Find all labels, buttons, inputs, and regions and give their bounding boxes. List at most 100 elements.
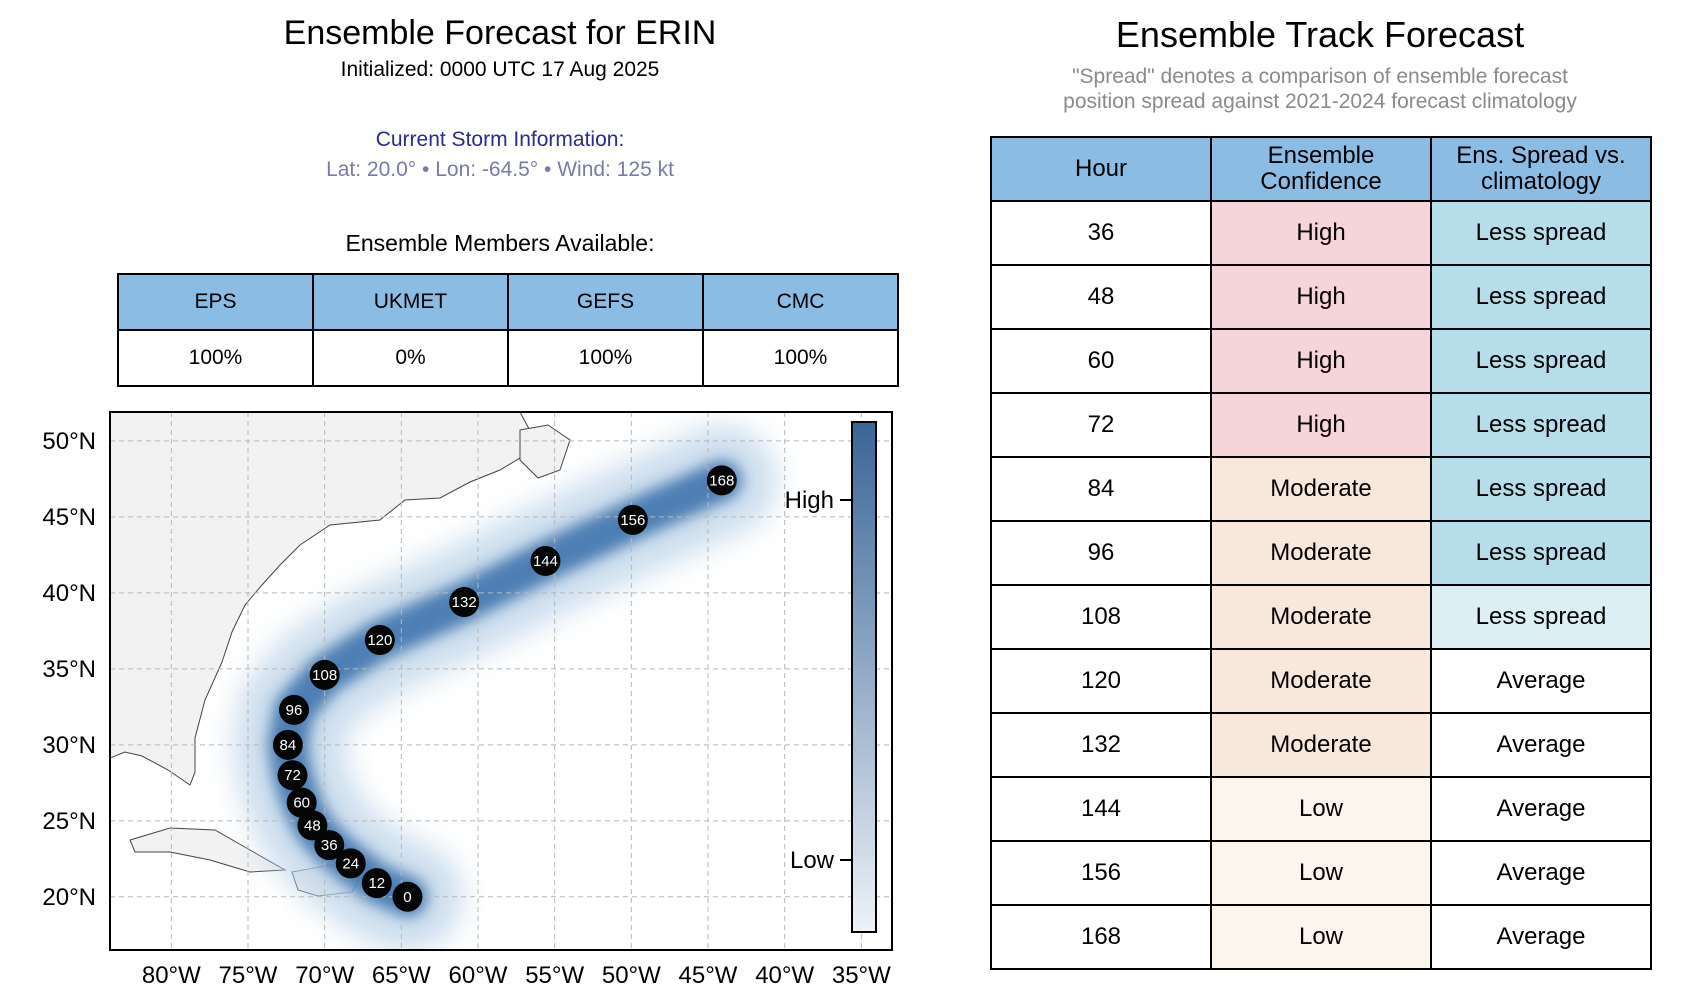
track-point-marker [297,810,328,841]
cell-hour: 48 [990,264,1212,330]
cell-spread: Less spread [1430,392,1652,458]
member-value-ukmet: 0% [312,329,509,387]
y-tick-label: 45°N [42,504,96,531]
current-storm-heading: Current Storm Information: [375,128,625,151]
right-subtitle-line2: position spread against 2021-2024 foreca… [1063,90,1577,113]
track-point: 72 [277,760,308,791]
colorbar-low-label: Low [790,847,835,874]
track-point-marker [449,586,480,617]
cell-spread: Average [1430,904,1652,970]
cell-spread: Average [1430,776,1652,842]
table-row: 144 Low Average [990,776,1652,842]
track-point-label: 156 [620,512,645,529]
track-point-label: 96 [286,702,303,719]
x-tick-label: 45°W [679,962,738,989]
header-confidence: Ensemble Confidence [1210,136,1432,202]
y-tick-label: 35°N [42,656,96,683]
cell-confidence: Low [1210,776,1432,842]
cell-hour: 72 [990,392,1212,458]
y-axis-ticks: 20°N 25°N 30°N 35°N 40°N 45°N 50°N [42,428,96,911]
header-spread: Ens. Spread vs. climatology [1430,136,1652,202]
track-point-marker [530,545,561,576]
cell-confidence: Moderate [1210,520,1432,586]
y-tick-label: 40°N [42,580,96,607]
track-point: 120 [364,624,395,655]
track-point-marker [279,694,309,725]
member-name-eps: EPS [117,273,314,331]
right-subtitle-line1: "Spread" denotes a comparison of ensembl… [1072,65,1568,88]
member-name-ukmet: UKMET [312,273,509,331]
track-table-body: 36 High Less spread 48 High Less spread 60 High… [990,200,1652,970]
track-point: 24 [335,848,366,879]
members-table: EPS UKMET GEFS CMC 100% 0% 100% 100% [117,273,899,387]
x-tick-label: 75°W [219,962,278,989]
cell-confidence: High [1210,328,1432,394]
table-row: 156 Low Average [990,840,1652,906]
colorbar-high-label: High [785,487,834,514]
left-title: Ensemble Forecast for ERIN [283,14,717,52]
header-confidence-line1: Ensemble [1267,142,1375,169]
track-point-marker [706,465,737,496]
track-point-marker [277,760,308,791]
cell-confidence: Low [1210,904,1432,970]
table-row: 36 High Less spread [990,200,1652,266]
table-row: 60 High Less spread [990,328,1652,394]
current-storm-values: Lat: 20.0° • Lon: -64.5° • Wind: 125 kt [326,158,674,181]
table-row: 168 Low Average [990,904,1652,970]
map-frame [109,411,893,951]
track-point-marker [392,881,423,912]
cell-confidence: High [1210,264,1432,330]
right-title: Ensemble Track Forecast [1115,14,1525,55]
cell-spread: Less spread [1430,328,1652,394]
track-point-marker [364,624,395,655]
cell-spread: Less spread [1430,584,1652,650]
track-point-marker [314,830,345,861]
y-tick-label: 25°N [42,808,96,835]
cell-hour: 144 [990,776,1212,842]
track-point-label: 132 [452,594,477,611]
track-forecast-table: Hour Ensemble Confidence Ens. Spread vs.… [990,136,1652,970]
track-point-marker [309,659,340,690]
member-value-eps: 100% [117,329,314,387]
cell-spread: Average [1430,840,1652,906]
cell-spread: Less spread [1430,200,1652,266]
table-row: 72 High Less spread [990,392,1652,458]
x-tick-label: 50°W [602,962,661,989]
land-north-america [110,412,536,786]
cell-confidence: High [1210,200,1432,266]
track-point: 0 [392,881,423,912]
table-row: 96 Moderate Less spread [990,520,1652,586]
cell-hour: 168 [990,904,1212,970]
members-heading: Ensemble Members Available: [345,230,655,256]
map-grid [110,412,892,950]
table-row: 132 Moderate Average [990,712,1652,778]
track-point: 156 [617,504,648,535]
land-cuba [129,827,287,873]
track-point-label: 48 [304,817,321,834]
x-tick-label: 55°W [525,962,584,989]
track-point-label: 84 [280,737,297,754]
x-tick-label: 70°W [295,962,354,989]
cell-spread: Less spread [1430,456,1652,522]
member-name-cmc: CMC [702,273,899,331]
track-point-marker [617,504,648,535]
track-point-label: 36 [321,837,338,854]
initialized-time: Initialized: 0000 UTC 17 Aug 2025 [340,58,660,81]
land-newfoundland [519,424,571,479]
cell-confidence: Moderate [1210,456,1432,522]
x-tick-label: 65°W [372,962,431,989]
header-hour: Hour [990,136,1212,202]
cell-hour: 156 [990,840,1212,906]
cell-spread: Average [1430,648,1652,714]
cell-hour: 108 [990,584,1212,650]
x-tick-label: 60°W [449,962,508,989]
x-tick-label: 35°W [832,962,891,989]
cell-confidence: Moderate [1210,584,1432,650]
track-point: 144 [530,545,561,576]
y-tick-label: 30°N [42,732,96,759]
cell-spread: Less spread [1430,520,1652,586]
header-spread-line1: Ens. Spread vs. [1456,142,1626,169]
track-point-label: 12 [368,875,385,892]
cell-spread: Less spread [1430,264,1652,330]
track-point-marker [272,729,303,760]
